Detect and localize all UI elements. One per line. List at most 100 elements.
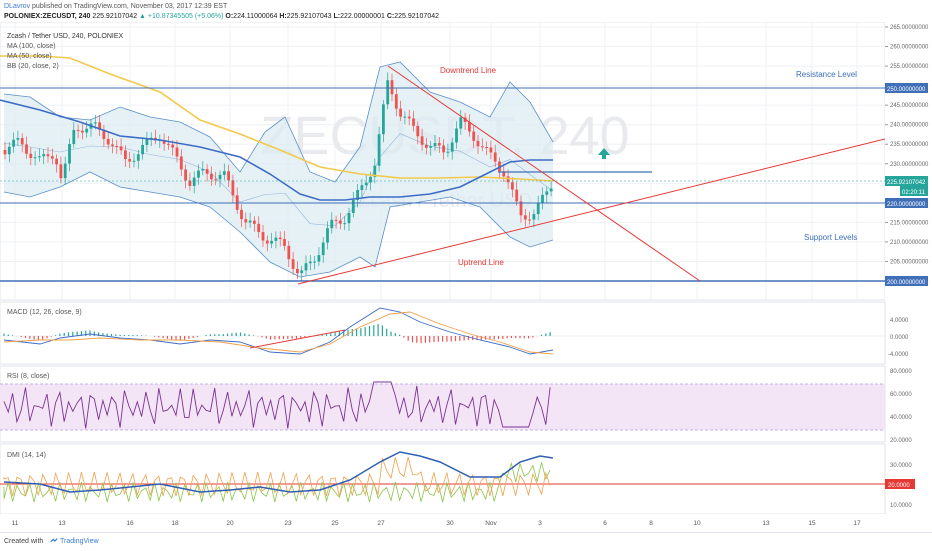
candlestick-series[interactable] (3, 72, 553, 282)
candle-body (468, 122, 471, 132)
rsi-label[interactable]: RSI (8, close) (7, 373, 49, 380)
candle-body (394, 94, 398, 109)
candle-body (20, 138, 24, 145)
candle-body (29, 153, 33, 158)
candle-body (12, 139, 15, 147)
downtrend-line[interactable] (387, 65, 701, 282)
candle-body (124, 150, 127, 160)
candle-body (339, 220, 342, 224)
candle-body (373, 165, 377, 177)
candle-body (412, 118, 415, 126)
candle-body (511, 182, 514, 190)
candle-body (541, 194, 544, 204)
candle-body (455, 128, 458, 143)
candle-body (382, 104, 385, 135)
candle-body (270, 240, 273, 244)
candle-body (248, 220, 252, 223)
ma100-legend[interactable]: MA (100, close) (7, 43, 56, 50)
candle-body (119, 146, 123, 151)
price-tick-label: 235.00000000 (890, 142, 929, 148)
candle-body (171, 144, 175, 148)
candle-body (519, 201, 523, 216)
candle-body (136, 154, 140, 161)
bb-legend[interactable]: BB (20, close, 2) (7, 63, 59, 70)
candle-body (42, 154, 46, 157)
last-price: 225.92107042 (92, 13, 138, 20)
chart-header: DLavrov published on TradingView.com, No… (0, 0, 932, 22)
candle-body (175, 147, 179, 157)
time-tick-label: 27 (377, 520, 385, 527)
candle-body (528, 219, 531, 221)
candle-body (265, 240, 269, 244)
candle-body (321, 242, 325, 256)
published-text: published on TradingView.com, November 0… (32, 3, 228, 10)
symbol-label: POLONIEX:ZECUSDT, 240 (4, 13, 91, 20)
price-change: ▲ +10.87345505 (+5.06%) (139, 13, 224, 20)
time-tick-label: 16 (126, 520, 134, 527)
tag-220-text: 220.00000000 (887, 202, 926, 208)
support-label[interactable]: Support Levels (804, 233, 857, 242)
candle-body (356, 190, 359, 200)
time-tick-label: 13 (58, 520, 66, 527)
rsi-pane[interactable]: RSI (8, close) 80.0000 60.0000 40.0000 2… (0, 365, 912, 444)
macd-tick-3: -4.0000 (888, 352, 909, 358)
candle-body (188, 180, 192, 186)
dmi-plus-line (3, 461, 551, 503)
author-link[interactable]: DLavrov (4, 3, 31, 10)
candle-body (192, 177, 196, 186)
high-label: H: (279, 13, 287, 20)
candle-body (313, 261, 316, 263)
candle-body (59, 164, 63, 179)
series-title: Zcash / Tether USD, 240, POLONIEX (7, 33, 124, 40)
chart-canvas[interactable]: ZECUSDT, 240 Zcash / Tether USD (0, 22, 932, 532)
candle-body (132, 160, 136, 162)
footer-brand-link[interactable]: TradingView (60, 538, 99, 545)
dmi-label[interactable]: DMI (14, 14) (7, 452, 46, 459)
candle-body (377, 134, 381, 166)
time-tick-label: 30 (446, 520, 454, 527)
price-pane[interactable]: ZECUSDT, 240 Zcash / Tether USD (0, 22, 886, 301)
candle-body (442, 145, 445, 153)
candle-body (102, 129, 106, 139)
macd-tick-1: 4.0000 (890, 318, 909, 324)
macd-label[interactable]: MACD (12, 26, close, 9) (7, 309, 82, 316)
downtrend-label[interactable]: Downtrend Line (440, 66, 497, 75)
candle-body (145, 138, 149, 145)
bollinger-basis-line (3, 133, 554, 227)
bollinger-band-fill (4, 62, 553, 277)
candle-body (369, 176, 372, 183)
candle-body (334, 219, 338, 221)
candle-body (343, 223, 347, 225)
candle-body (76, 129, 80, 131)
candle-body (141, 144, 144, 155)
tag-last-text: 225.92107042 (887, 180, 926, 186)
macd-pane[interactable]: MACD (12, 26, close, 9) 4.0000 0.0000 -4… (0, 301, 909, 365)
macd-trend-line[interactable] (249, 329, 346, 349)
uptrend-line[interactable] (297, 138, 885, 285)
candle-body (515, 189, 519, 202)
dmi-minus-line (3, 457, 551, 497)
resistance-label[interactable]: Resistance Level (796, 70, 857, 79)
rsi-tick-4: 20.0000 (890, 438, 912, 444)
candle-body (330, 219, 334, 229)
candle-body (450, 142, 454, 152)
rsi-tick-1: 80.0000 (890, 369, 912, 375)
time-tick-label: 25 (331, 520, 339, 527)
price-tick-label: 255.00000000 (890, 64, 929, 70)
candle-body (214, 179, 218, 181)
candle-body (38, 156, 41, 158)
price-axis[interactable]: 265.00000000 260.00000000 255.00000000 250.… (885, 22, 932, 300)
candle-body (433, 143, 437, 147)
time-axis[interactable]: 11 13 16 18 20 23 25 27 30 Nov 3 6 8 10 13 15 17 (0, 514, 885, 528)
dmi-pane[interactable]: DMI (14, 14) 30.0000 20.0000 10.0000 (0, 443, 915, 515)
ma50-legend[interactable]: MA (50, close) (7, 53, 52, 60)
candle-body (128, 159, 132, 162)
candle-body (278, 237, 282, 240)
bollinger-upper-line (3, 61, 554, 183)
candle-body (308, 261, 312, 264)
time-tick-label: 20 (226, 520, 234, 527)
candle-body (261, 232, 265, 241)
rsi-tick-2: 60.0000 (890, 392, 912, 398)
uptrend-label[interactable]: Uptrend Line (458, 258, 504, 267)
close-value: 225.92107042 (394, 13, 440, 20)
